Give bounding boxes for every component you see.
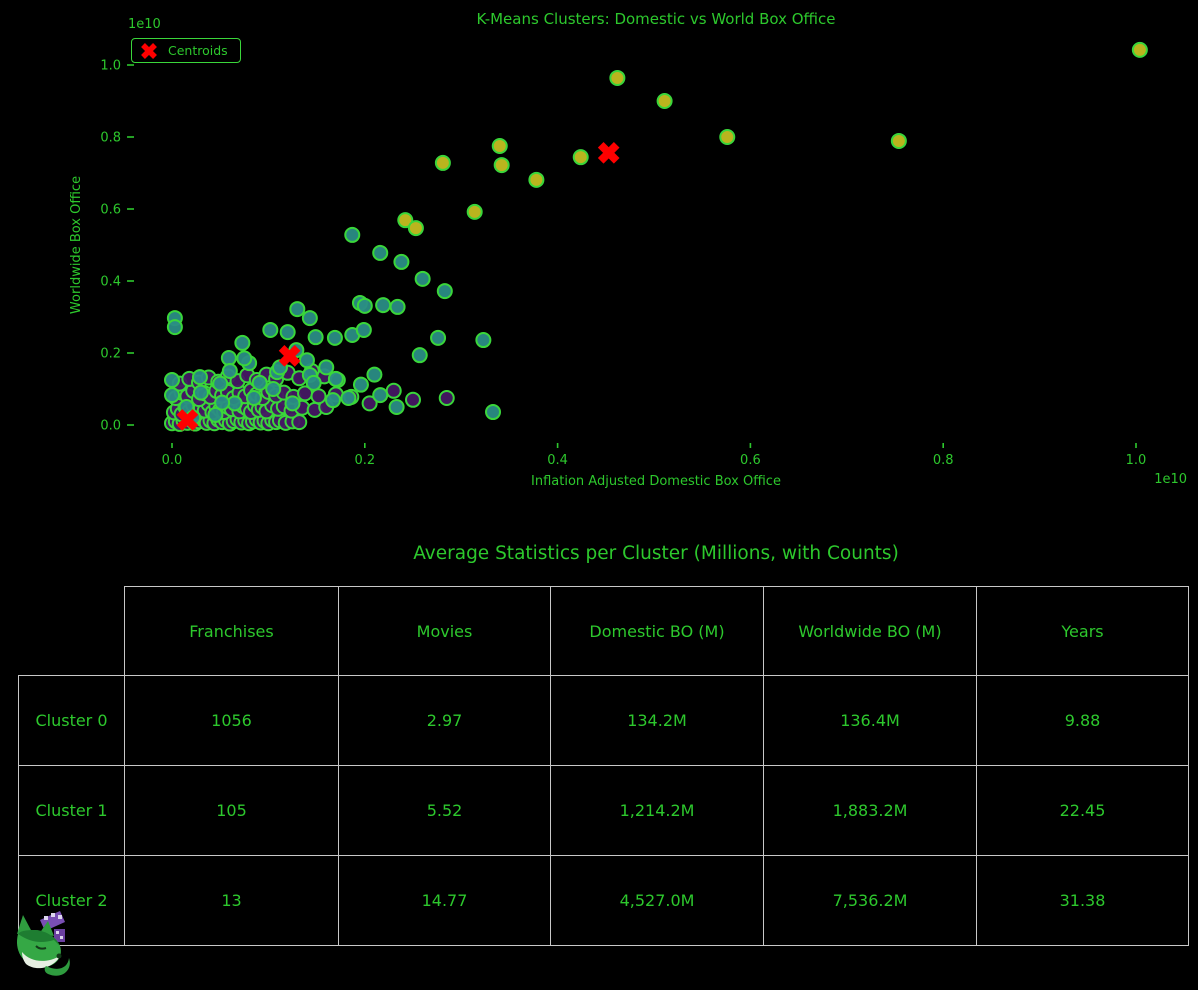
corner-cell bbox=[19, 587, 125, 676]
svg-text:0.8: 0.8 bbox=[933, 453, 954, 468]
cluster-stats-table: Franchises Movies Domestic BO (M) Worldw… bbox=[18, 586, 1189, 946]
fox-logo-icon bbox=[16, 911, 70, 976]
cell-years: 9.88 bbox=[976, 675, 1189, 766]
row-label: Cluster 0 bbox=[18, 675, 125, 766]
cell-movies: 5.52 bbox=[338, 765, 551, 856]
svg-text:0.4: 0.4 bbox=[547, 453, 568, 468]
col-header-domestic-bo: Domestic BO (M) bbox=[550, 586, 764, 676]
svg-text:1.0: 1.0 bbox=[1126, 453, 1147, 468]
cell-years: 31.38 bbox=[976, 855, 1189, 946]
svg-text:1.0: 1.0 bbox=[100, 59, 121, 74]
svg-text:0.2: 0.2 bbox=[354, 453, 375, 468]
cell-franchises: 105 bbox=[124, 765, 339, 856]
cell-movies: 2.97 bbox=[338, 675, 551, 766]
scatter-points bbox=[164, 41, 1148, 432]
cell-movies: 14.77 bbox=[338, 855, 551, 946]
svg-text:0.0: 0.0 bbox=[162, 453, 183, 468]
table-row-cluster-1: Cluster 1 105 5.52 1,214.2M 1,883.2M 22.… bbox=[18, 765, 1189, 856]
chart-title: K-Means Clusters: Domestic vs World Box … bbox=[476, 10, 835, 28]
svg-text:0.4: 0.4 bbox=[100, 275, 121, 290]
cell-domestic-bo: 1,214.2M bbox=[550, 765, 764, 856]
cell-worldwide-bo: 1,883.2M bbox=[763, 765, 977, 856]
svg-text:0.6: 0.6 bbox=[740, 453, 761, 468]
cell-domestic-bo: 134.2M bbox=[550, 675, 764, 766]
cell-worldwide-bo: 7,536.2M bbox=[763, 855, 977, 946]
y-axis-offset-label: 1e10 bbox=[128, 17, 161, 32]
col-header-years: Years bbox=[976, 586, 1189, 676]
x-axis-label: Inflation Adjusted Domestic Box Office bbox=[531, 474, 781, 489]
legend-label: Centroids bbox=[168, 43, 228, 58]
scatter-plot: K-Means Clusters: Domestic vs World Box … bbox=[69, 10, 1187, 489]
col-header-worldwide-bo: Worldwide BO (M) bbox=[763, 586, 977, 676]
svg-text:0.8: 0.8 bbox=[100, 131, 121, 146]
table-row-cluster-2: Cluster 2 13 14.77 4,527.0M 7,536.2M 31.… bbox=[18, 855, 1189, 946]
row-label: Cluster 1 bbox=[18, 765, 125, 856]
legend: Centroids bbox=[131, 38, 241, 63]
cell-franchises: 13 bbox=[124, 855, 339, 946]
svg-text:0.2: 0.2 bbox=[100, 347, 121, 362]
y-axis-label: Worldwide Box Office bbox=[69, 176, 84, 314]
x-axis-offset-label: 1e10 bbox=[1154, 472, 1187, 487]
cell-worldwide-bo: 136.4M bbox=[763, 675, 977, 766]
table-title: Average Statistics per Cluster (Millions… bbox=[413, 543, 899, 564]
col-header-movies: Movies bbox=[338, 586, 551, 676]
header-row: Franchises Movies Domestic BO (M) Worldw… bbox=[19, 586, 1189, 676]
table-row-cluster-0: Cluster 0 1056 2.97 134.2M 136.4M 9.88 bbox=[18, 675, 1189, 766]
svg-text:0.6: 0.6 bbox=[100, 203, 121, 218]
centroid-x-icon bbox=[141, 42, 157, 59]
cell-franchises: 1056 bbox=[124, 675, 339, 766]
svg-text:0.0: 0.0 bbox=[100, 419, 121, 434]
cell-domestic-bo: 4,527.0M bbox=[550, 855, 764, 946]
fox-film-logo bbox=[10, 906, 72, 978]
col-header-franchises: Franchises bbox=[124, 586, 339, 676]
cell-years: 22.45 bbox=[976, 765, 1189, 856]
axis-ticks: 0.0 0.2 0.4 0.6 0.8 1.0 0.0 0.2 0.4 0.6 0.8 1.0 bbox=[100, 59, 1146, 469]
